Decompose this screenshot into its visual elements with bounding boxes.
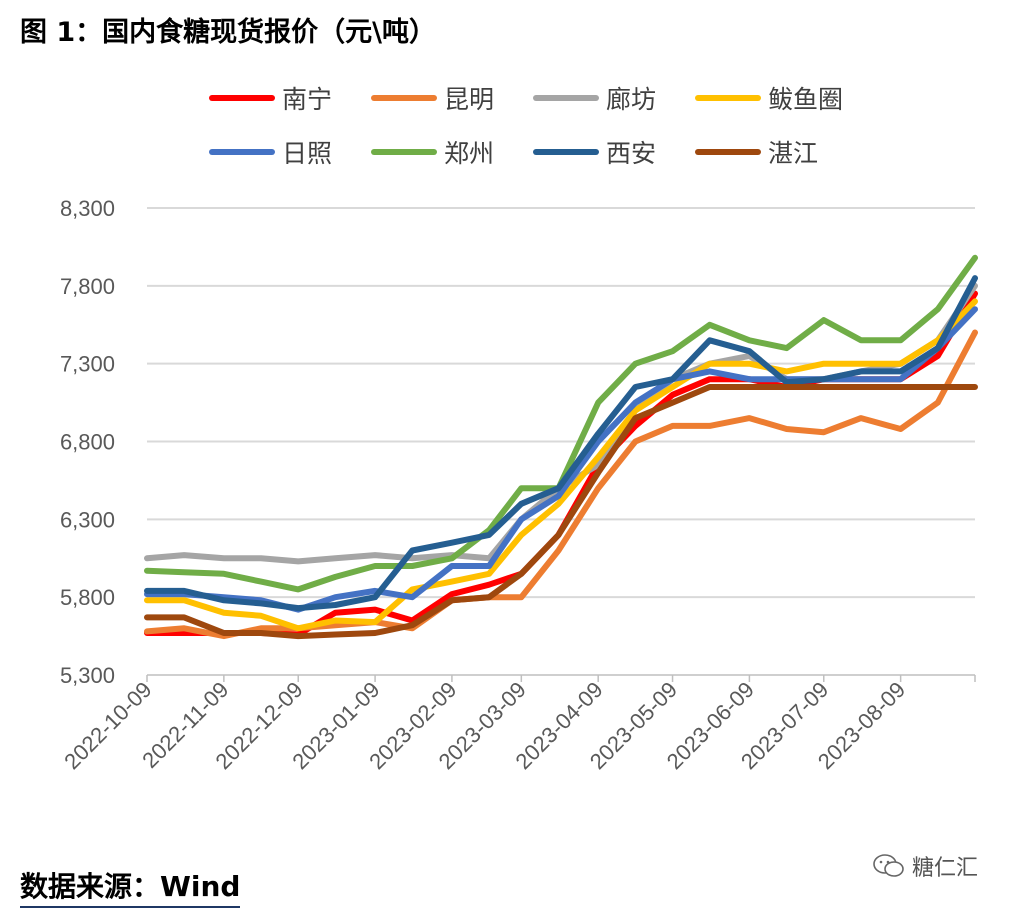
series-line-鲅鱼圈 xyxy=(144,298,978,632)
y-tick-label: 6,800 xyxy=(60,430,115,455)
y-tick-label: 5,300 xyxy=(60,663,115,688)
watermark: 糖仁汇 xyxy=(872,850,978,882)
legend-label: 昆明 xyxy=(444,85,494,114)
y-tick-label: 8,300 xyxy=(60,196,115,221)
series-line-日照 xyxy=(144,306,978,613)
line-chart: 5,3005,8006,3006,8007,3007,8008,3002022-… xyxy=(59,85,978,774)
legend-label: 西安 xyxy=(606,139,656,168)
y-tick-label: 7,300 xyxy=(60,352,115,377)
wechat-icon xyxy=(873,854,904,877)
legend-label: 湛江 xyxy=(768,139,818,168)
legend-label: 日照 xyxy=(282,139,332,168)
series-line-西安 xyxy=(144,275,978,612)
watermark-text: 糖仁汇 xyxy=(912,856,979,881)
legend-label: 鲅鱼圈 xyxy=(768,85,843,114)
data-source: 数据来源：Wind xyxy=(20,870,241,908)
legend-label: 廊坊 xyxy=(606,85,656,114)
series-line-昆明 xyxy=(144,329,978,640)
y-tick-label: 7,800 xyxy=(60,274,115,299)
chart-title: 图 1：国内食糖现货报价（元\吨） xyxy=(20,17,437,48)
series-line-湛江 xyxy=(144,384,978,640)
legend-label: 郑州 xyxy=(444,139,494,168)
y-tick-label: 6,300 xyxy=(60,507,115,532)
y-tick-label: 5,800 xyxy=(60,585,115,610)
legend-label: 南宁 xyxy=(282,85,332,114)
